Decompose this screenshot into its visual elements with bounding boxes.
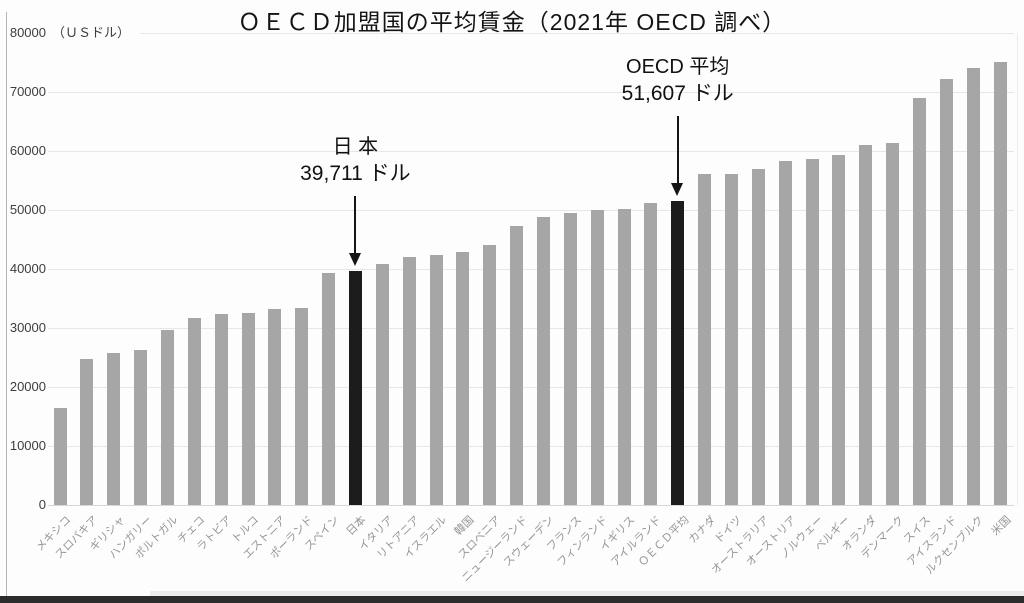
bar-2 xyxy=(80,359,94,505)
chart-title: ＯＥＣＤ加盟国の平均賃金（2021年 OECD 調べ） xyxy=(237,9,787,35)
bar-12 xyxy=(348,270,362,505)
bar-21 xyxy=(590,210,604,505)
bar-18 xyxy=(510,225,524,505)
y-axis-tick-label: 70000 xyxy=(9,84,46,99)
gridline xyxy=(48,269,1014,270)
annotation-arrow-shaft xyxy=(354,196,357,253)
x-axis-label: カナダ xyxy=(686,514,719,546)
bar-35 xyxy=(966,68,980,505)
bar-34 xyxy=(939,79,953,505)
bar-8 xyxy=(241,313,255,506)
bar-20 xyxy=(563,212,577,505)
bar-10 xyxy=(295,307,309,505)
bar-25 xyxy=(698,174,712,505)
bar-36 xyxy=(993,61,1007,505)
bar-31 xyxy=(859,145,873,505)
annotation-name: OECD 平均 xyxy=(626,56,730,78)
bar-30 xyxy=(832,155,846,505)
y-axis-tick-label: 40000 xyxy=(9,261,46,276)
y-axis-tick-label: 20000 xyxy=(9,379,46,394)
annotation-arrow-shaft xyxy=(676,116,679,183)
y-axis-tick-label: 10000 xyxy=(9,438,46,453)
bottom-strip-light xyxy=(150,591,1024,596)
bar-3 xyxy=(107,352,121,505)
bar-9 xyxy=(268,309,282,505)
annotation-name: 日 本 xyxy=(332,136,379,158)
bar-26 xyxy=(724,174,738,505)
gridline xyxy=(48,92,1014,93)
annotation-arrow-head xyxy=(671,182,684,196)
y-axis-tick-label: 50000 xyxy=(9,202,46,217)
y-axis-tick-label: 60000 xyxy=(9,143,46,158)
annotation-arrow-head xyxy=(348,252,361,266)
bar-17 xyxy=(483,244,497,505)
bar-15 xyxy=(429,255,443,505)
y-axis-tick-label: 0 xyxy=(38,497,46,512)
oecd-average-annotation: OECD 平均 51,607 ドル xyxy=(622,54,734,107)
y-axis-tick-label: 30000 xyxy=(9,320,46,335)
bar-16 xyxy=(456,251,470,505)
gridline xyxy=(140,33,1014,34)
bar-24 xyxy=(671,200,685,505)
bar-4 xyxy=(134,350,148,505)
bar-32 xyxy=(886,142,900,505)
bar-28 xyxy=(778,161,792,505)
bar-22 xyxy=(617,208,631,505)
window-left-border xyxy=(6,12,7,596)
x-axis-label: 米国 xyxy=(989,514,1014,539)
bar-29 xyxy=(805,159,819,505)
bar-6 xyxy=(187,318,201,505)
annotation-value: 39,711 ドル xyxy=(300,162,411,185)
bottom-strip-dark xyxy=(0,596,1024,603)
bar-1 xyxy=(53,408,67,505)
bar-13 xyxy=(375,263,389,505)
bar-5 xyxy=(160,329,174,505)
bar-27 xyxy=(751,169,765,505)
bar-11 xyxy=(322,272,336,505)
gridline xyxy=(48,505,1014,506)
gridline xyxy=(48,328,1014,329)
bar-19 xyxy=(536,217,550,505)
gridline xyxy=(48,151,1014,152)
bar-33 xyxy=(912,97,926,505)
japan-annotation: 日 本 39,711 ドル xyxy=(300,134,411,187)
bar-14 xyxy=(402,256,416,505)
gridline xyxy=(48,387,1014,388)
plot-right-border xyxy=(1017,33,1018,505)
gridline xyxy=(48,210,1014,211)
bar-23 xyxy=(644,202,658,505)
gridline xyxy=(48,446,1014,447)
y-axis-tick-label: 80000 xyxy=(9,25,46,40)
bar-7 xyxy=(214,313,228,505)
annotation-value: 51,607 ドル xyxy=(621,82,734,105)
y-axis-unit-label: （ＵＳドル） xyxy=(52,25,131,40)
